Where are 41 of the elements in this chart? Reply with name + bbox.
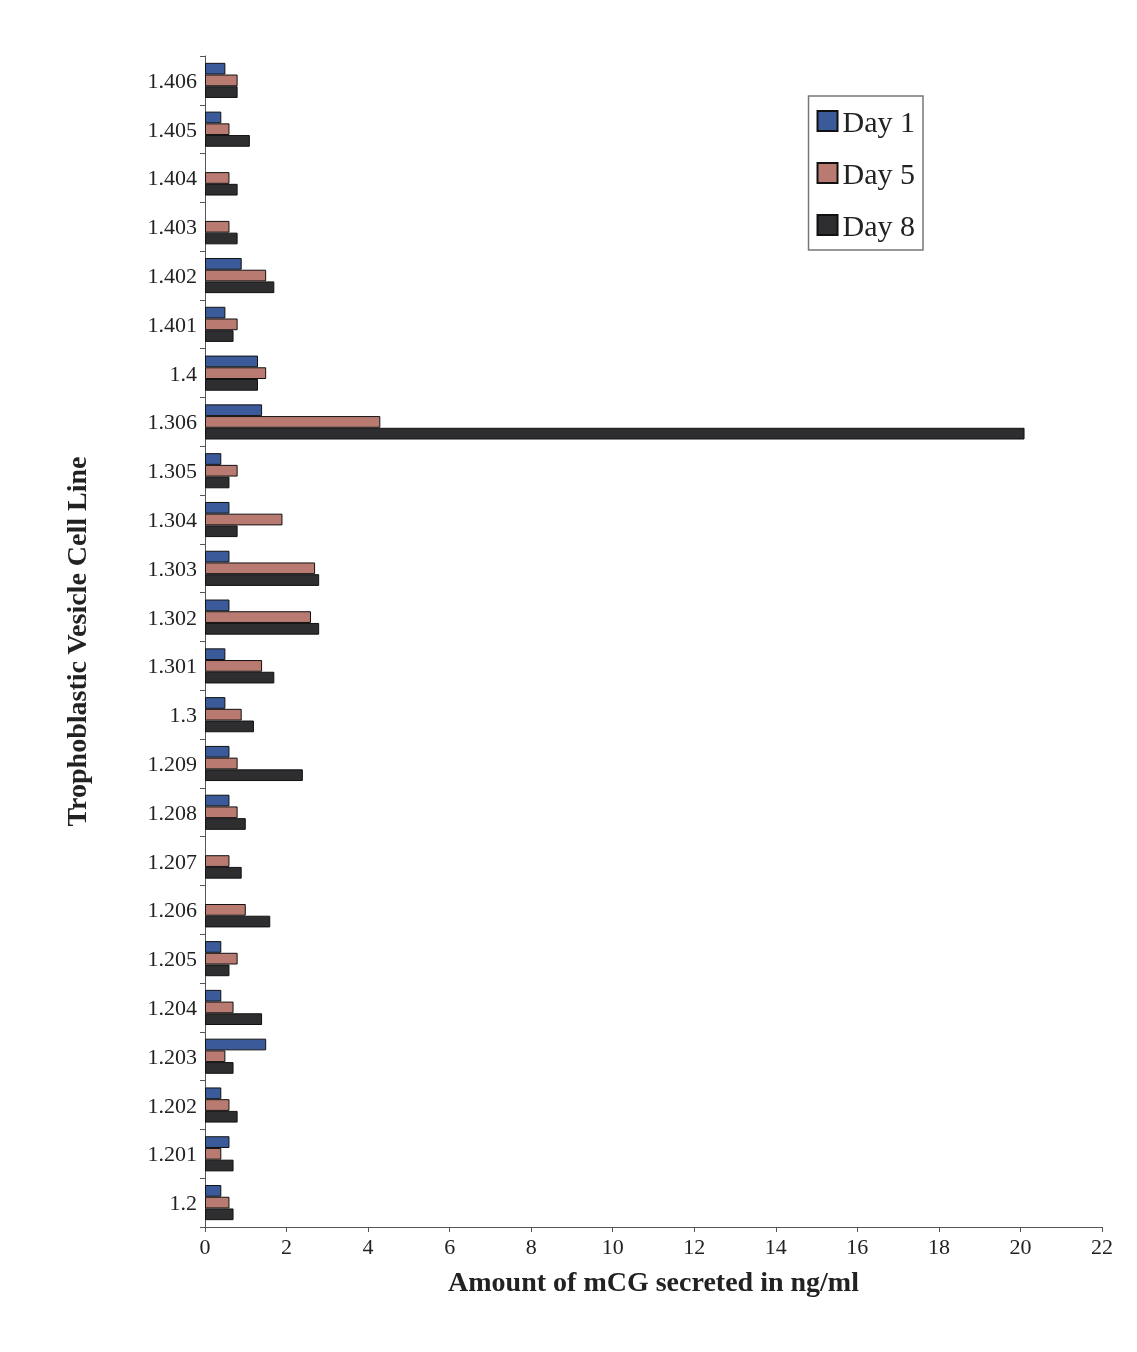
y-tick-label: 1.306 bbox=[147, 409, 197, 435]
y-tick-label: 1.207 bbox=[147, 848, 197, 874]
legend-label: Day 8 bbox=[842, 208, 915, 242]
y-tick-label: 1.401 bbox=[147, 311, 197, 337]
y-tick-label: 1.209 bbox=[147, 750, 197, 776]
y-tick-label: 1.405 bbox=[147, 116, 197, 142]
x-tick-label: 16 bbox=[846, 1233, 869, 1259]
y-tick-label: 1.202 bbox=[147, 1092, 197, 1118]
y-tick-label: 1.203 bbox=[147, 1043, 197, 1069]
x-tick-label: 4 bbox=[362, 1233, 374, 1259]
x-tick-label: 14 bbox=[764, 1233, 787, 1259]
y-tick-label: 1.302 bbox=[147, 604, 197, 630]
y-tick-label: 1.303 bbox=[147, 555, 197, 581]
legend-label: Day 5 bbox=[842, 156, 915, 190]
y-tick-label: 1.4 bbox=[169, 360, 197, 386]
x-tick-label: 18 bbox=[927, 1233, 950, 1259]
y-tick-label: 1.2 bbox=[169, 1190, 197, 1216]
y-tick-label: 1.403 bbox=[147, 214, 197, 240]
x-tick-label: 20 bbox=[1009, 1233, 1032, 1259]
x-tick-label: 22 bbox=[1091, 1233, 1113, 1259]
x-tick-label: 6 bbox=[444, 1233, 456, 1259]
x-tick-label: 2 bbox=[281, 1233, 293, 1259]
y-tick-label: 1.201 bbox=[147, 1141, 197, 1167]
x-tick-label: 0 bbox=[199, 1233, 211, 1259]
x-tick-label: 8 bbox=[525, 1233, 537, 1259]
legend-label: Day 1 bbox=[842, 104, 915, 138]
y-tick-label: 1.404 bbox=[147, 165, 197, 191]
y-tick-label: 1.204 bbox=[147, 994, 197, 1020]
y-tick-label: 1.406 bbox=[147, 67, 197, 93]
y-tick-label: 1.304 bbox=[147, 507, 197, 533]
x-tick-label: 12 bbox=[683, 1233, 706, 1259]
x-tick-label: 10 bbox=[601, 1233, 624, 1259]
y-tick-label: 1.206 bbox=[147, 897, 197, 923]
y-tick-label: 1.402 bbox=[147, 263, 197, 289]
y-tick-label: 1.208 bbox=[147, 799, 197, 825]
y-tick-label: 1.3 bbox=[169, 702, 197, 728]
x-axis-title: Amount of mCG secreted in ng/ml bbox=[448, 1265, 860, 1297]
y-axis-title: Trophoblastic Vesicle Cell Line bbox=[60, 456, 92, 827]
y-tick-label: 1.305 bbox=[147, 458, 197, 484]
y-tick-label: 1.205 bbox=[147, 946, 197, 972]
y-tick-label: 1.301 bbox=[147, 653, 197, 679]
